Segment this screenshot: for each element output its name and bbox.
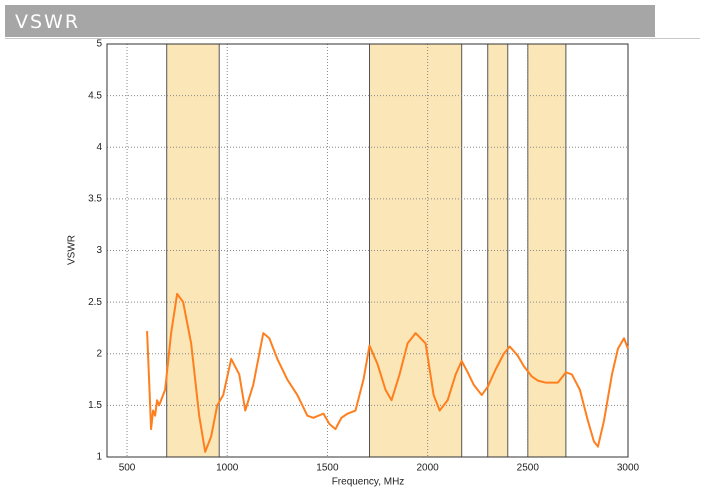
- y-tick-label: 1: [96, 452, 102, 463]
- band: [527, 44, 566, 457]
- plot-frame: [106, 43, 629, 458]
- x-tick-label: 2000: [416, 463, 439, 474]
- x-tick-label: 2500: [517, 463, 540, 474]
- line: [146, 292, 629, 453]
- band: [166, 44, 220, 457]
- y-tick-label: 4.5: [88, 90, 102, 101]
- y-tick-label: 1.5: [88, 400, 102, 411]
- y-axis-label: VSWR: [67, 235, 78, 265]
- y-tick-label: 3: [96, 245, 102, 256]
- y-tick-label: 5: [96, 39, 102, 50]
- header-bar: VSWR: [5, 5, 655, 37]
- x-tick-label: 1000: [216, 463, 239, 474]
- y-tick-label: 2: [96, 348, 102, 359]
- x-tick-label: 1500: [316, 463, 339, 474]
- x-tick-label: 500: [119, 463, 136, 474]
- y-tick-label: 2.5: [88, 297, 102, 308]
- header-title: VSWR: [15, 11, 81, 33]
- y-tick-label: 4: [96, 142, 102, 153]
- header-rule: [5, 38, 700, 39]
- y-tick-label: 3.5: [88, 194, 102, 205]
- x-tick-label: 3000: [617, 463, 640, 474]
- x-axis-label: Frequency, MHz: [332, 477, 405, 488]
